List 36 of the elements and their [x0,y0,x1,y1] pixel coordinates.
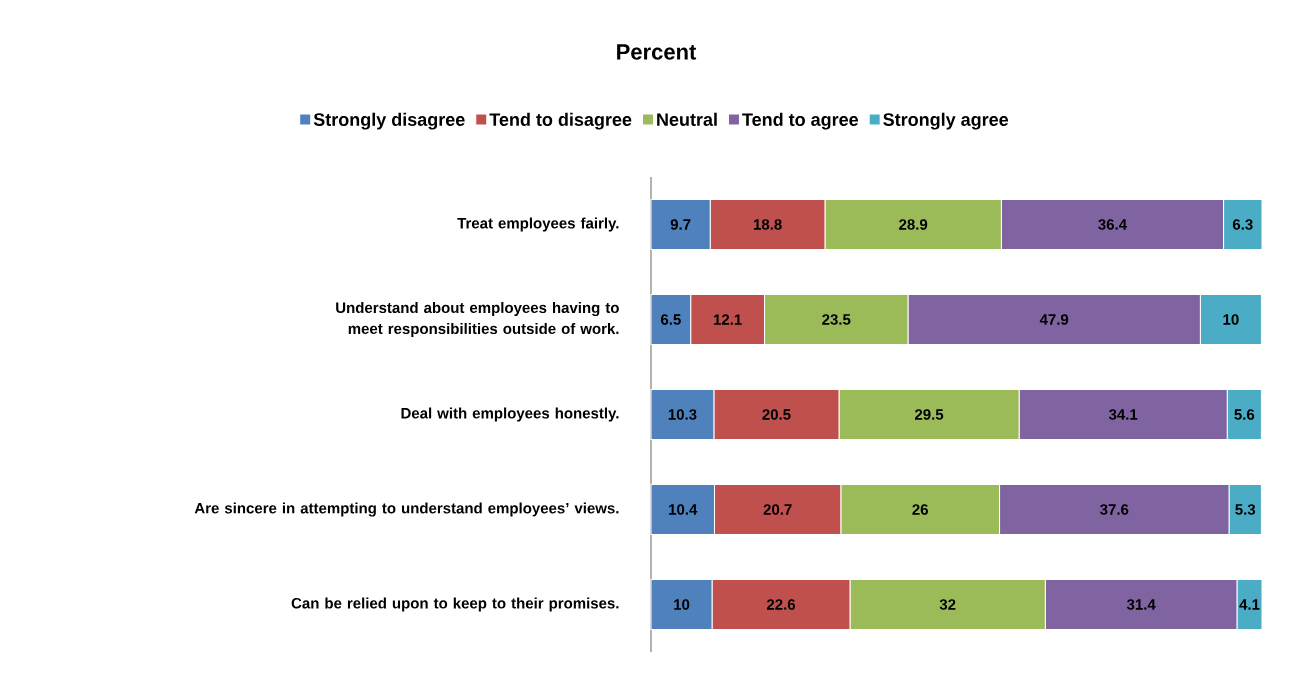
data-label: 20.5 [762,409,791,420]
y-tick-label: Treat employees fairly. [457,217,619,232]
legend-label: Tend to agree [742,112,859,130]
y-tick-label: Can be relied upon to keep to their promises. [291,597,619,612]
data-label: 4.1 [1239,599,1260,610]
chart-title: Percent [617,44,697,60]
data-label: 47.9 [1039,314,1069,325]
data-label: 5.3 [1235,504,1256,515]
data-label: 36.4 [1098,219,1127,230]
data-label: 18.8 [753,219,782,230]
data-label: 31.4 [1126,599,1156,610]
data-label: 28.9 [899,219,928,230]
data-label: 22.6 [766,599,796,610]
data-label: 6.5 [660,314,681,325]
data-label: 10 [1223,314,1239,325]
data-label: 34.1 [1108,409,1138,420]
y-tick-label: Understand about employees having to meet responsibilities outside of work. [336,302,619,337]
y-tick-label: Are sincere in attempting to understand employees’ views. [194,502,619,517]
data-label: 23.5 [822,314,851,325]
data-label: 10 [674,599,690,610]
legend-label: Strongly agree [883,112,1009,130]
data-label: 32 [939,599,956,610]
data-label: 10.3 [668,409,697,420]
data-label: 26 [912,504,928,515]
data-label: 6.3 [1232,219,1253,230]
legend-label: Neutral [657,112,717,126]
legend-label: Tend to disagree [489,112,632,130]
data-label: 5.6 [1234,409,1255,420]
data-label: 10.4 [669,504,698,515]
data-label: 9.7 [670,219,691,230]
legend-label: Strongly disagree [313,112,465,130]
data-label: 37.6 [1100,504,1129,515]
data-label: 12.1 [713,314,742,325]
data-label: 20.7 [763,504,792,515]
y-tick-label: Deal with employees honestly. [401,407,619,422]
data-label: 29.5 [914,409,944,420]
